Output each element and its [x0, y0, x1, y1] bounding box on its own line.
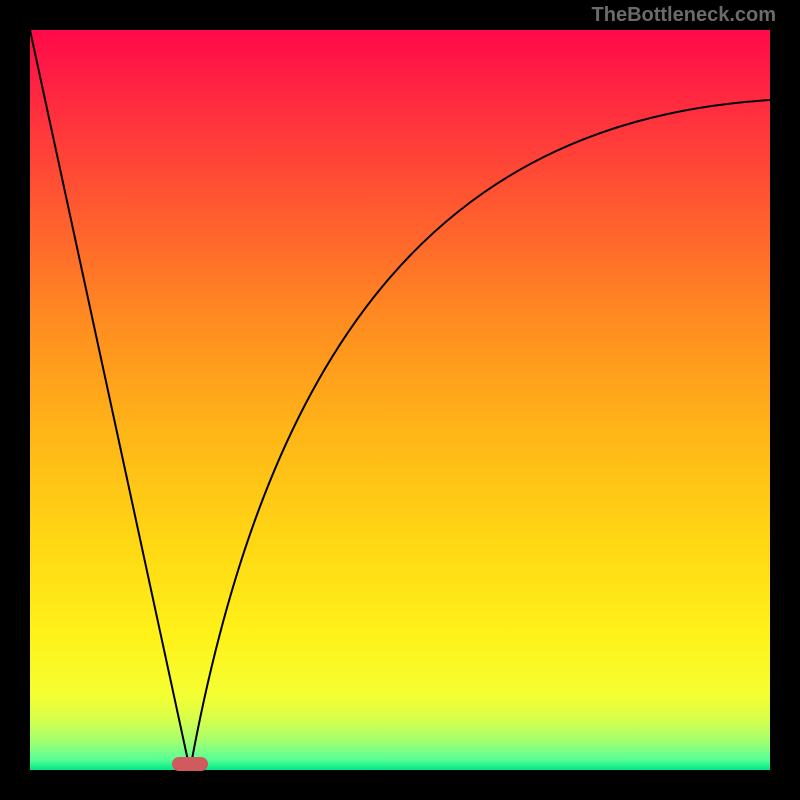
- curve-layer: [0, 0, 800, 800]
- chart-container: TheBottleneck.com: [0, 0, 800, 800]
- bottleneck-curve: [30, 30, 770, 770]
- watermark-text: TheBottleneck.com: [592, 4, 776, 27]
- minimum-marker: [172, 757, 208, 771]
